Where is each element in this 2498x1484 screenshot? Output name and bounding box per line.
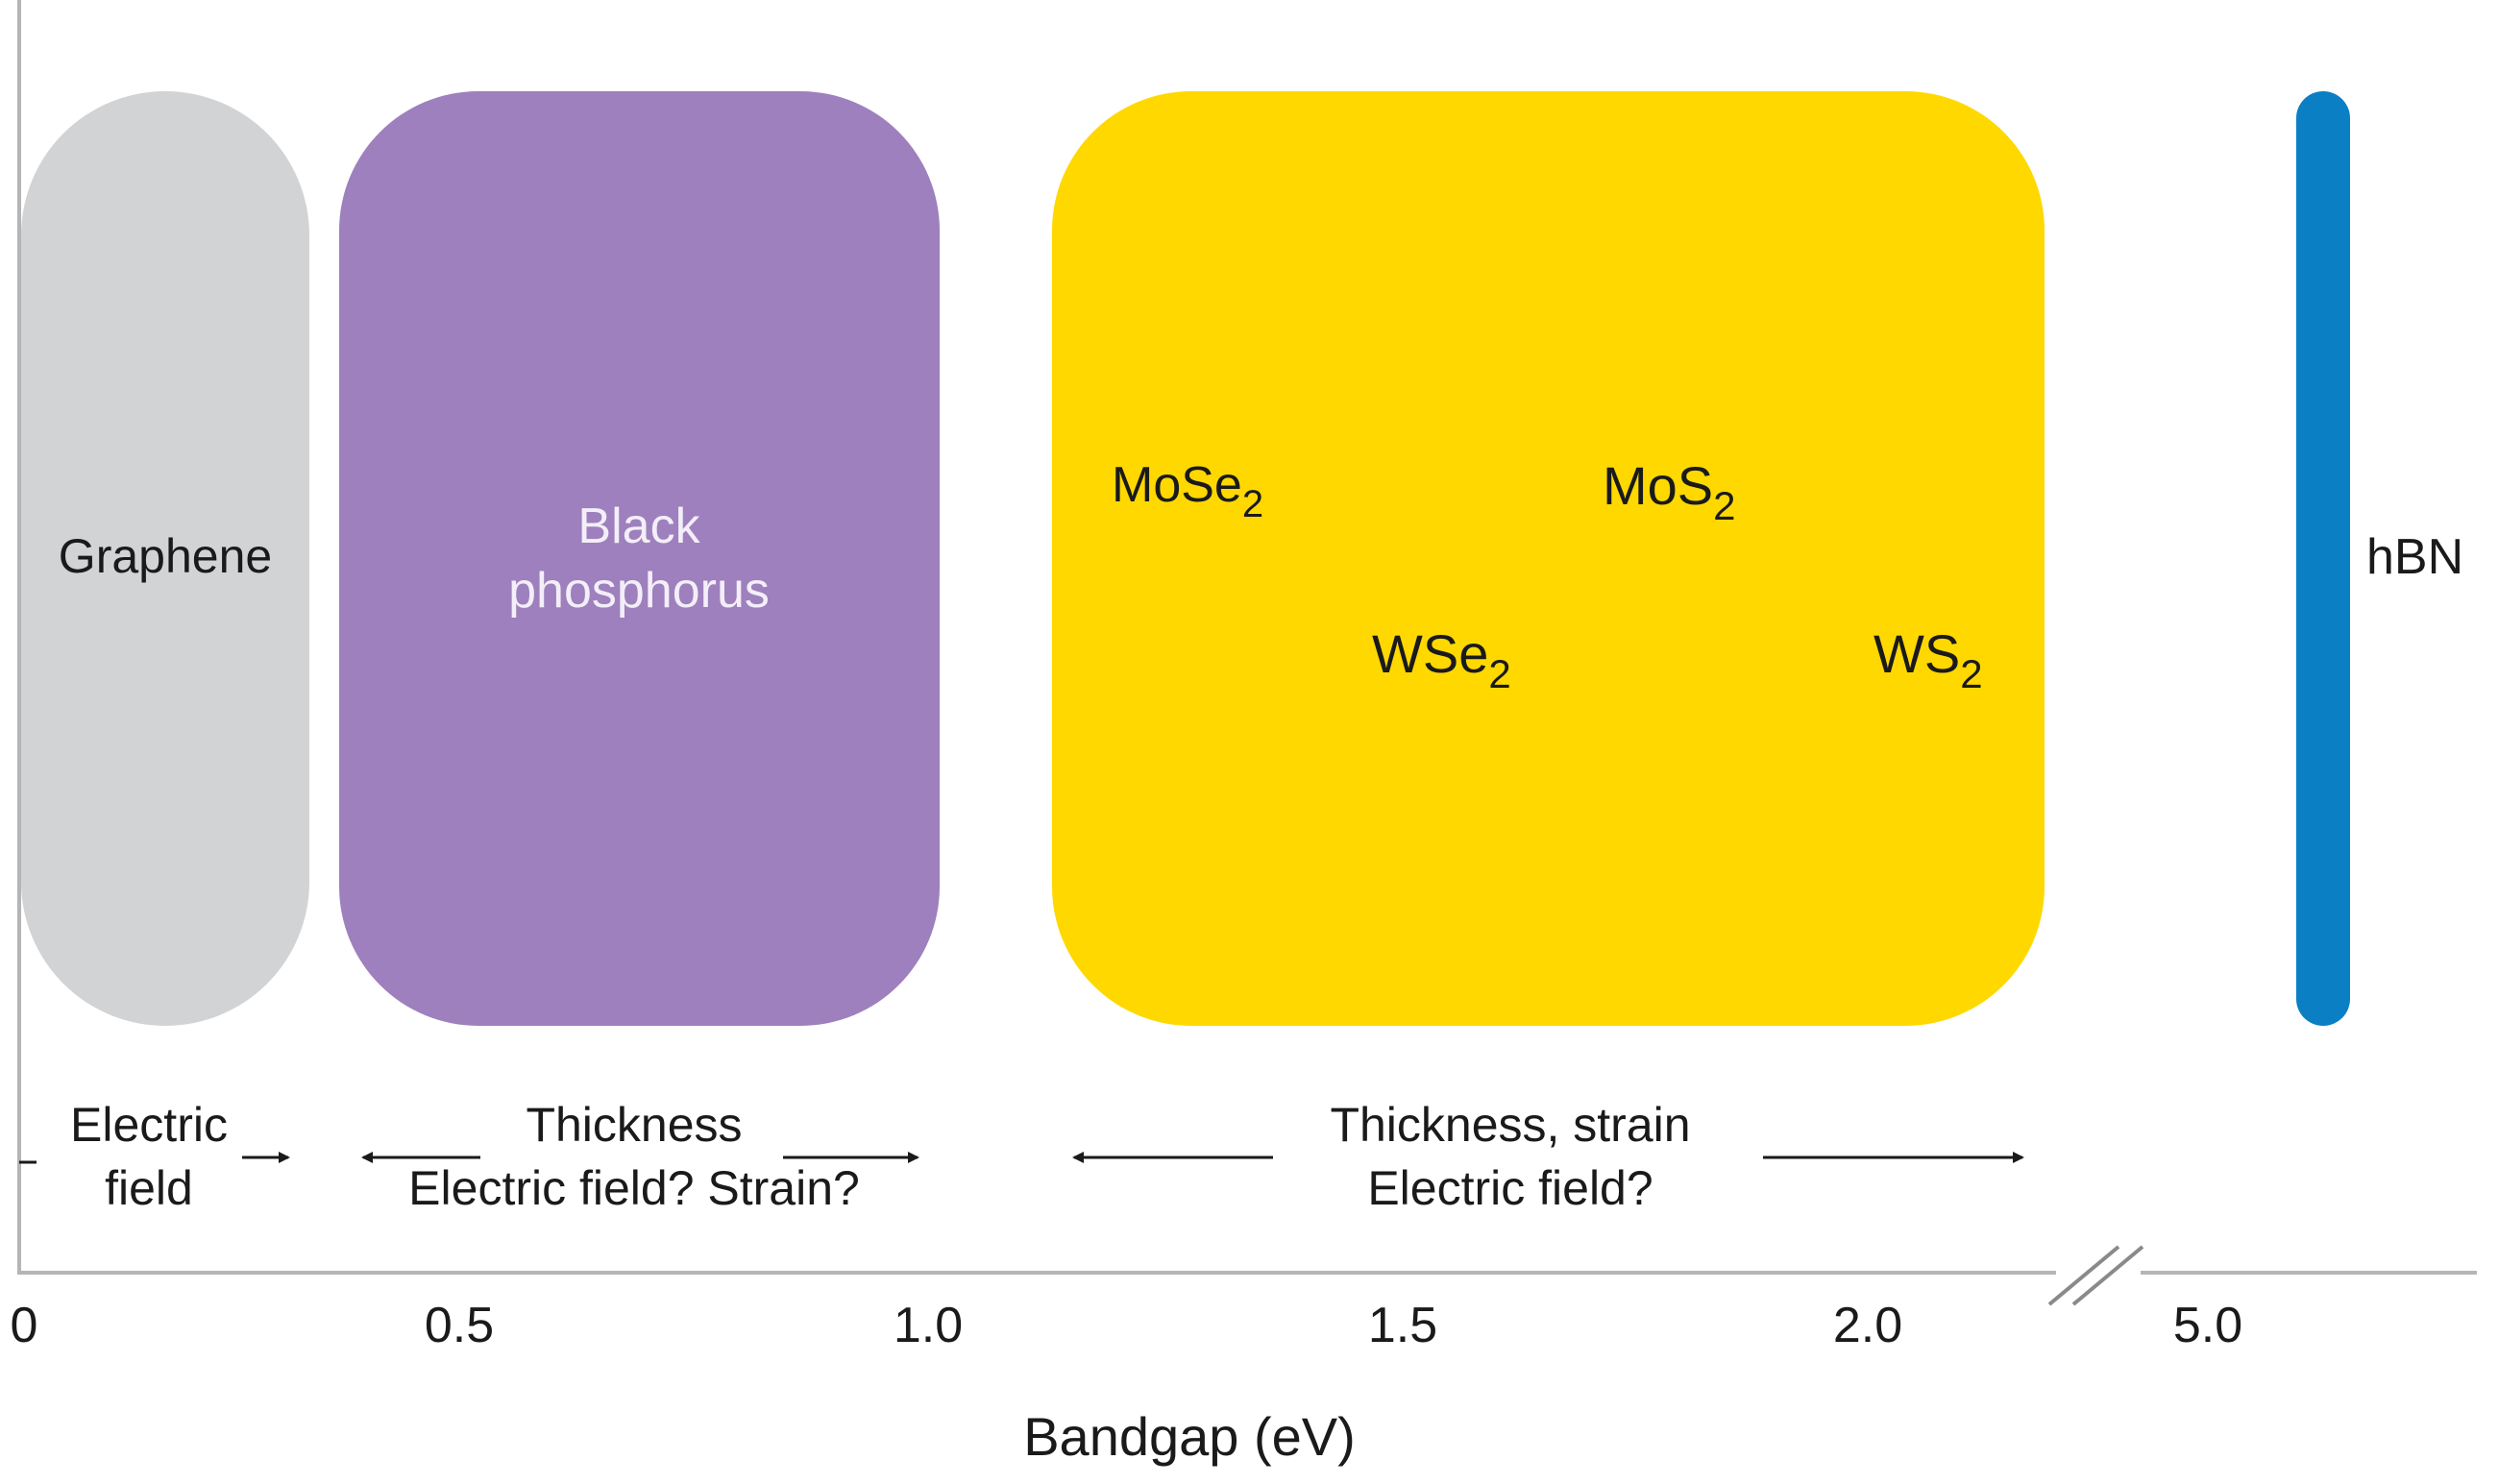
wse2-label: WSe2 — [1372, 623, 1511, 696]
ws2-formula: WS — [1874, 623, 1960, 684]
axis-break-mark-1 — [2047, 1245, 2120, 1306]
black-phosphorus-label-line1: Black — [577, 499, 700, 554]
mos2-label: MoS2 — [1603, 455, 1736, 528]
wse2-formula: WSe — [1372, 623, 1488, 684]
mose2-label: MoSe2 — [1112, 457, 1263, 525]
graphene-region — [21, 91, 309, 1026]
x-tick-label: 2.0 — [1833, 1298, 1902, 1353]
ws2-subscript: 2 — [1960, 651, 1982, 696]
black-phosphorus-region — [339, 91, 940, 1026]
mos2-formula: MoS — [1603, 455, 1713, 516]
tuning-annotations: Electric field Thickness Electric field?… — [70, 1098, 2024, 1215]
wse2-subscript: 2 — [1488, 651, 1510, 696]
mose2-subscript: 2 — [1242, 483, 1263, 525]
axes — [17, 0, 2477, 1306]
ws2-label: WS2 — [1874, 623, 1983, 696]
x-tick-label: 1.5 — [1368, 1298, 1437, 1353]
x-tick-label: 0 — [11, 1298, 38, 1353]
x-tick-label: 5.0 — [2173, 1298, 2242, 1353]
graphene-label: Graphene — [59, 529, 272, 583]
mose2-formula: MoSe — [1112, 457, 1242, 513]
tmd-region — [1052, 91, 2045, 1026]
mos2-subscript: 2 — [1713, 483, 1735, 528]
tuning-bp-line2: Electric field? Strain? — [408, 1161, 860, 1215]
x-tick-labels: 0 0.5 1.0 1.5 2.0 5.0 — [11, 1298, 2243, 1353]
tuning-tmd-line2: Electric field? — [1367, 1161, 1653, 1215]
tuning-graphene-line2: field — [105, 1161, 193, 1215]
tuning-bp-line1: Thickness — [526, 1098, 742, 1152]
tuning-tmd-line1: Thickness, strain — [1330, 1098, 1690, 1152]
black-phosphorus-label-line2: phosphorus — [508, 563, 770, 619]
x-axis-label: Bandgap (eV) — [1023, 1406, 1356, 1467]
tuning-graphene-line1: Electric — [70, 1098, 228, 1152]
hbn-label: hBN — [2366, 529, 2463, 585]
x-tick-label: 1.0 — [894, 1298, 963, 1353]
axis-break-mark-2 — [2071, 1245, 2144, 1306]
hbn-bar — [2296, 91, 2350, 1026]
x-tick-label: 0.5 — [425, 1298, 494, 1353]
